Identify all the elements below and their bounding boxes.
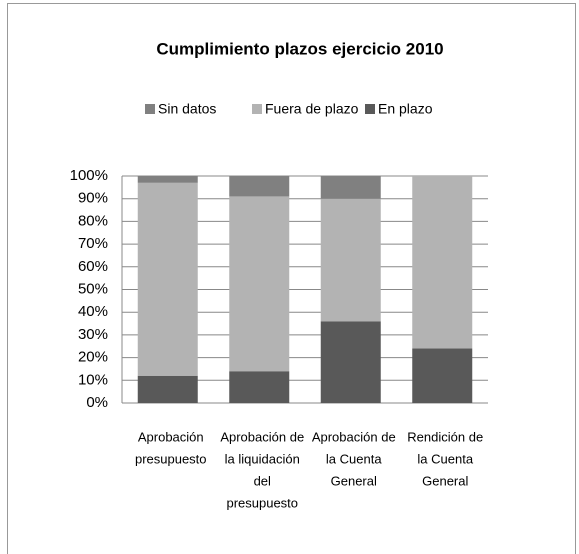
chart-frame (7, 3, 576, 554)
bar-segment (229, 196, 290, 372)
y-tick-label: 10% (78, 371, 108, 388)
x-tick-label: la Cuenta (417, 451, 473, 466)
y-tick-label: 80% (78, 212, 108, 229)
bar-segment (412, 176, 473, 349)
y-tick-label: 90% (78, 190, 108, 207)
x-tick-label: General (331, 473, 377, 488)
x-tick-label: presupuesto (135, 451, 207, 466)
bar-segment (137, 375, 198, 403)
x-tick-label: Aprobación de (220, 429, 304, 444)
legend-label: Fuera de plazo (265, 101, 359, 117)
x-tick-label: la liquidación (225, 451, 300, 466)
bar-segment (229, 176, 290, 197)
x-tick-label: Rendición de (407, 429, 483, 444)
y-tick-label: 70% (78, 235, 108, 252)
y-tick-label: 50% (78, 280, 108, 297)
legend-swatch (145, 104, 155, 114)
bar-segment (320, 176, 381, 199)
legend-swatch (252, 104, 262, 114)
x-tick-label: del (254, 473, 271, 488)
x-tick-label: la Cuenta (326, 451, 382, 466)
legend-label: Sin datos (158, 101, 216, 117)
legend-label: En plazo (378, 101, 433, 117)
y-tick-label: 100% (70, 167, 108, 184)
x-tick-label: General (422, 473, 468, 488)
y-tick-label: 60% (78, 258, 108, 275)
bar-segment (320, 321, 381, 403)
bar-segment (137, 176, 198, 183)
legend-swatch (365, 104, 375, 114)
x-tick-label: Aprobación de (312, 429, 396, 444)
y-tick-label: 40% (78, 303, 108, 320)
x-tick-label: Aprobación (138, 429, 204, 444)
y-tick-label: 0% (86, 394, 108, 411)
bar-segment (412, 348, 473, 403)
bar-segment (229, 371, 290, 403)
x-tick-label: presupuesto (226, 495, 298, 510)
y-tick-label: 30% (78, 326, 108, 343)
y-tick-label: 20% (78, 349, 108, 366)
bar-segment (320, 198, 381, 322)
bar-segment (137, 182, 198, 376)
chart-title: Cumplimiento plazos ejercicio 2010 (156, 39, 443, 58)
